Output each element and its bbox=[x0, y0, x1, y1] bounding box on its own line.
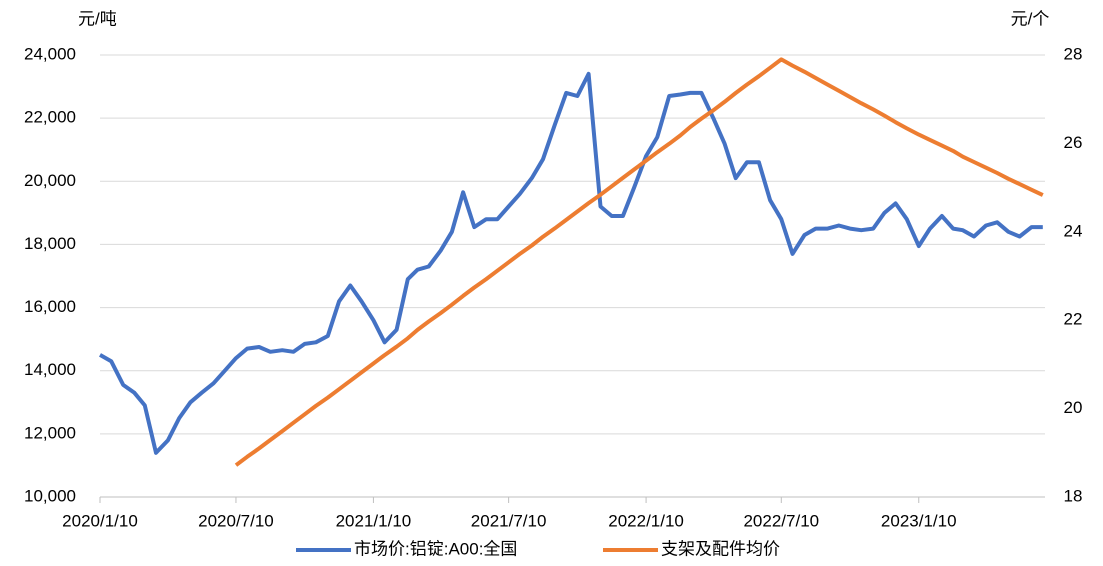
legend-label: 支架及配件均价 bbox=[661, 539, 780, 558]
y2-tick-label: 20 bbox=[1064, 398, 1083, 417]
y-tick-label: 14,000 bbox=[24, 360, 76, 379]
y-tick-label: 20,000 bbox=[24, 171, 76, 190]
legend-label: 市场价:铝锭:A00:全国 bbox=[354, 539, 517, 558]
y-tick-label: 18,000 bbox=[24, 234, 76, 253]
y-tick-label: 10,000 bbox=[24, 486, 76, 505]
y2-tick-label: 26 bbox=[1064, 133, 1083, 152]
y2-tick-label: 24 bbox=[1064, 221, 1083, 240]
x-tick-label: 2020/7/10 bbox=[198, 511, 274, 530]
y-tick-label: 22,000 bbox=[24, 108, 76, 127]
x-tick-label: 2021/7/10 bbox=[471, 511, 547, 530]
y2-unit: 元/个 bbox=[1011, 9, 1050, 28]
y-tick-label: 16,000 bbox=[24, 297, 76, 316]
y2-tick-label: 28 bbox=[1064, 44, 1083, 63]
series-line bbox=[99, 71, 1043, 455]
x-tick-label: 2022/7/10 bbox=[743, 511, 819, 530]
y-tick-label: 24,000 bbox=[24, 44, 76, 63]
series-line bbox=[234, 57, 1044, 467]
x-tick-label: 2020/1/10 bbox=[62, 511, 138, 530]
y2-tick-label: 22 bbox=[1064, 310, 1083, 329]
x-tick-label: 2023/1/10 bbox=[881, 511, 957, 530]
x-tick-label: 2022/1/10 bbox=[608, 511, 684, 530]
y-tick-label: 12,000 bbox=[24, 423, 76, 442]
y-unit: 元/吨 bbox=[78, 9, 117, 28]
y2-tick-label: 18 bbox=[1064, 486, 1083, 505]
x-tick-label: 2021/1/10 bbox=[336, 511, 412, 530]
